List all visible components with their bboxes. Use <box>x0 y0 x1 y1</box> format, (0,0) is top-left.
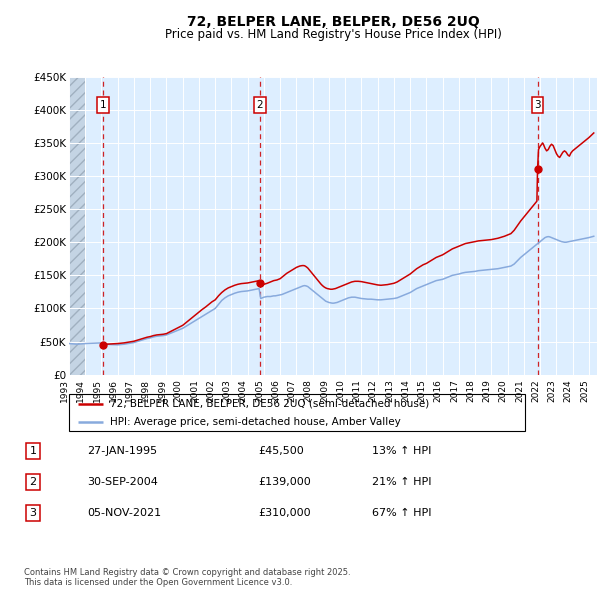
Text: 2019: 2019 <box>482 379 491 402</box>
Text: 67% ↑ HPI: 67% ↑ HPI <box>372 508 431 517</box>
FancyBboxPatch shape <box>69 394 525 431</box>
Text: HPI: Average price, semi-detached house, Amber Valley: HPI: Average price, semi-detached house,… <box>110 417 401 427</box>
Bar <box>69 77 85 375</box>
Text: 2010: 2010 <box>336 379 345 402</box>
Text: 2004: 2004 <box>239 379 248 402</box>
Text: 2: 2 <box>257 100 263 110</box>
Text: 2016: 2016 <box>434 379 443 402</box>
Text: £310,000: £310,000 <box>258 508 311 517</box>
Text: Contains HM Land Registry data © Crown copyright and database right 2025.
This d: Contains HM Land Registry data © Crown c… <box>24 568 350 587</box>
Text: Price paid vs. HM Land Registry's House Price Index (HPI): Price paid vs. HM Land Registry's House … <box>164 28 502 41</box>
Text: 1999: 1999 <box>157 379 166 402</box>
Text: 1994: 1994 <box>76 379 85 402</box>
Text: 2006: 2006 <box>271 379 280 402</box>
Text: 2009: 2009 <box>320 379 329 402</box>
Text: 2000: 2000 <box>174 379 183 402</box>
Text: 21% ↑ HPI: 21% ↑ HPI <box>372 477 431 487</box>
Text: 2022: 2022 <box>531 379 540 402</box>
Text: 2020: 2020 <box>499 379 508 402</box>
Text: 1995: 1995 <box>92 379 101 402</box>
Text: 72, BELPER LANE, BELPER, DE56 2UQ (semi-detached house): 72, BELPER LANE, BELPER, DE56 2UQ (semi-… <box>110 399 429 409</box>
Text: 05-NOV-2021: 05-NOV-2021 <box>87 508 161 517</box>
Text: 30-SEP-2004: 30-SEP-2004 <box>87 477 158 487</box>
Text: 2018: 2018 <box>466 379 475 402</box>
Text: 3: 3 <box>534 100 541 110</box>
Text: 2003: 2003 <box>223 379 232 402</box>
Text: 2011: 2011 <box>352 379 361 402</box>
Text: 2021: 2021 <box>515 379 524 402</box>
Text: 2015: 2015 <box>418 379 427 402</box>
Text: 2002: 2002 <box>206 379 215 402</box>
Text: 1996: 1996 <box>109 379 118 402</box>
Text: 2005: 2005 <box>255 379 264 402</box>
Text: 2014: 2014 <box>401 379 410 402</box>
Text: 2023: 2023 <box>547 379 556 402</box>
Text: 2013: 2013 <box>385 379 394 402</box>
Text: 2008: 2008 <box>304 379 313 402</box>
Text: 1993: 1993 <box>60 379 69 402</box>
Text: 2017: 2017 <box>450 379 459 402</box>
Text: 2: 2 <box>29 477 37 487</box>
Text: 1: 1 <box>100 100 106 110</box>
Text: 3: 3 <box>29 508 37 517</box>
Text: 1998: 1998 <box>141 379 150 402</box>
Text: 13% ↑ HPI: 13% ↑ HPI <box>372 447 431 456</box>
Text: 2024: 2024 <box>563 379 572 402</box>
Text: £139,000: £139,000 <box>258 477 311 487</box>
Text: 2001: 2001 <box>190 379 199 402</box>
Text: 2007: 2007 <box>287 379 296 402</box>
Text: 27-JAN-1995: 27-JAN-1995 <box>87 447 157 456</box>
Text: £45,500: £45,500 <box>258 447 304 456</box>
Text: 72, BELPER LANE, BELPER, DE56 2UQ: 72, BELPER LANE, BELPER, DE56 2UQ <box>187 15 479 29</box>
Text: 1: 1 <box>29 447 37 456</box>
Text: 2012: 2012 <box>368 379 377 402</box>
Text: 1997: 1997 <box>125 379 134 402</box>
Text: 2025: 2025 <box>580 379 589 402</box>
